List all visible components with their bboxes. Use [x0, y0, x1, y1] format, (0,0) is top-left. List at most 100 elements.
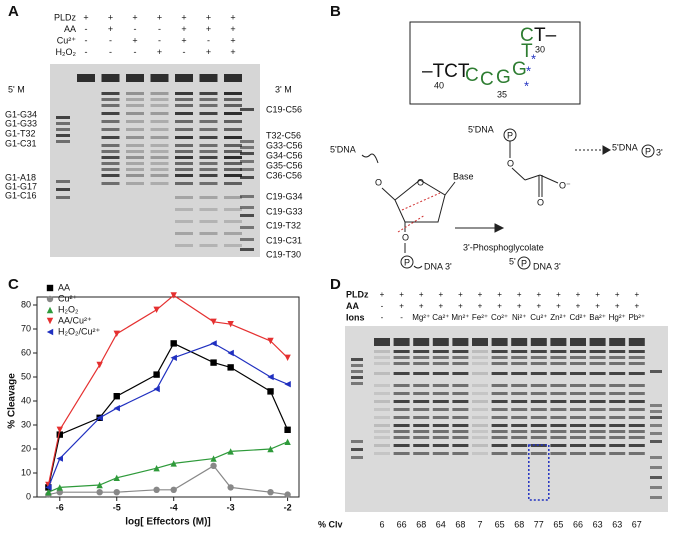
- gel-band: [224, 156, 242, 159]
- gel-band: [491, 416, 508, 419]
- gel-band: [628, 350, 645, 353]
- gel-band: [472, 356, 488, 359]
- gel-band: [550, 338, 567, 346]
- gel-band: [351, 376, 363, 379]
- gel-band: [609, 362, 626, 365]
- series-line: [48, 441, 288, 493]
- gel-band: [511, 444, 528, 447]
- gel-band: [609, 408, 626, 411]
- legend-marker: [46, 284, 54, 292]
- clv-value: 68: [416, 519, 426, 529]
- gel-band: [452, 416, 469, 419]
- condition-mark: +: [615, 290, 620, 299]
- gel-band: [452, 392, 469, 395]
- condition-mark: +: [132, 35, 137, 45]
- gel-band: [224, 128, 242, 131]
- y-axis-label: % Cleavage: [7, 373, 18, 429]
- gel-band: [224, 220, 242, 223]
- point: [210, 455, 217, 462]
- gel-band: [374, 424, 390, 427]
- gel-band: [511, 424, 528, 427]
- gel: [50, 64, 260, 257]
- band-label: G33-C56: [266, 140, 303, 150]
- gel-band: [126, 112, 144, 115]
- condition-mark: +: [497, 302, 502, 311]
- gel-band: [589, 384, 606, 387]
- gel-band: [570, 436, 586, 439]
- gel-band: [374, 430, 390, 433]
- gel-band: [224, 136, 242, 139]
- seq-text: T–: [534, 25, 557, 46]
- condition-mark: Hg²⁺: [609, 313, 626, 322]
- row-label: H₂O₂: [56, 47, 77, 57]
- gel-band: [126, 74, 144, 82]
- gel-band: [413, 452, 430, 455]
- gel-band: [589, 416, 606, 419]
- gel-band: [393, 350, 410, 353]
- gel-band: [199, 120, 218, 123]
- gel-band: [550, 444, 567, 447]
- chem-label: O⁻: [559, 180, 571, 190]
- condition-mark: +: [380, 290, 385, 299]
- gel-band: [628, 356, 645, 359]
- band-label: G1-G17: [5, 181, 37, 191]
- gel-band: [224, 174, 242, 177]
- gel-band: [224, 120, 242, 123]
- row-label: PLDz: [54, 12, 77, 22]
- clv-value: 68: [455, 519, 465, 529]
- gel-band: [413, 350, 430, 353]
- gel-band: [224, 144, 242, 147]
- gel-band: [511, 384, 528, 387]
- clv-value: 77: [534, 519, 544, 529]
- gel-band: [491, 362, 508, 365]
- gel-band: [150, 104, 169, 107]
- seq-number: 30: [535, 44, 545, 54]
- gel-band: [432, 436, 449, 439]
- series-line: [48, 465, 288, 496]
- seq-text: C: [480, 69, 494, 90]
- point: [267, 388, 274, 395]
- gel-band: [650, 424, 662, 427]
- gel-band: [240, 176, 254, 179]
- condition-mark: +: [419, 302, 424, 311]
- gel-band: [452, 338, 469, 346]
- marker-label: 5' M: [8, 84, 25, 94]
- point: [96, 481, 103, 489]
- gel-band: [550, 452, 567, 455]
- gel-band: [413, 416, 430, 419]
- band-label: G1-G33: [5, 118, 37, 128]
- gel-band: [472, 452, 488, 455]
- gel-band: [609, 436, 626, 439]
- gel-band: [609, 430, 626, 433]
- clv-label: % Clv: [318, 519, 343, 529]
- gel-band: [413, 372, 430, 375]
- point: [56, 426, 63, 433]
- star: *: [531, 51, 536, 66]
- chem-label: O: [402, 232, 409, 242]
- gel-band: [374, 400, 390, 403]
- gel-band: [452, 430, 469, 433]
- point: [153, 486, 160, 493]
- gel-band: [175, 162, 193, 165]
- gel-band: [126, 144, 144, 147]
- y-tick-label: 30: [21, 419, 31, 429]
- chem-label: 5'DNA: [468, 124, 494, 134]
- star: *: [524, 78, 529, 93]
- gel-band: [650, 432, 662, 435]
- gel-band: [432, 350, 449, 353]
- panel-label: D: [330, 276, 341, 293]
- gel-band: [570, 362, 586, 365]
- band-label: G1-G34: [5, 109, 37, 119]
- point: [210, 359, 217, 366]
- chem-label: O: [507, 158, 514, 168]
- gel-band: [101, 128, 120, 131]
- condition-mark: Fe²⁺: [472, 313, 488, 322]
- band-label: C19-T32: [266, 220, 301, 230]
- condition-mark: +: [576, 302, 581, 311]
- gel-band: [56, 180, 70, 183]
- band-label: G35-C56: [266, 160, 303, 170]
- gel-band: [56, 116, 70, 119]
- condition-mark: Mn²⁺: [451, 313, 469, 322]
- y-tick-label: 70: [21, 323, 31, 333]
